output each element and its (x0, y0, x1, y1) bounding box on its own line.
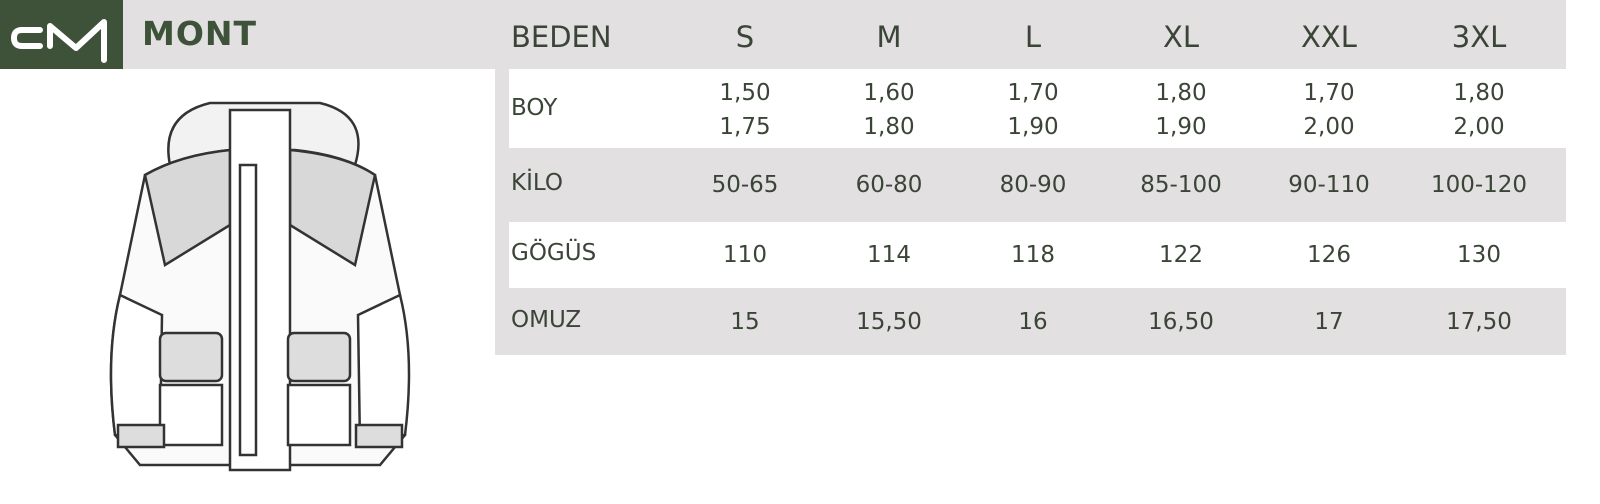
table-cell: 1,80 2,00 (1453, 80, 1505, 140)
table-cell: 118 (1011, 242, 1055, 268)
cm-logo-icon (10, 19, 107, 63)
table-cell: 50-65 (711, 172, 779, 198)
size-l: L (1024, 20, 1042, 54)
table-cell: 85-100 (1140, 172, 1222, 198)
table-cell: 1,70 2,00 (1303, 80, 1355, 140)
table-cell: 1,70 1,90 (1007, 80, 1059, 140)
size-xl: XL (1162, 20, 1200, 54)
table-cell: 16 (1018, 308, 1048, 335)
row-label: BOY (511, 95, 558, 121)
table-cell: 17 (1314, 308, 1344, 335)
table-row: GÖGÜS 110 114 118 122 126 130 (509, 222, 1566, 288)
table-cell: 16,50 (1148, 308, 1214, 335)
table-cell: 90-110 (1288, 172, 1370, 198)
row-label: OMUZ (511, 306, 582, 333)
size-3xl: 3XL (1451, 20, 1507, 54)
brand-logo (0, 0, 123, 69)
table-row: BOY 1,50 1,75 1,60 1,80 1,70 1,90 1,80 1,90 1… (509, 72, 1566, 148)
header-beden: BEDEN (511, 20, 612, 54)
table-cell: 130 (1457, 242, 1501, 268)
header-band (0, 0, 1566, 69)
size-m: M (876, 20, 902, 54)
table-cell: 17,50 (1446, 308, 1512, 335)
row-label: KİLO (511, 170, 563, 196)
table-cell: 1,80 1,90 (1155, 80, 1207, 140)
table-cell: 1,50 1,75 (719, 80, 771, 140)
size-xxl: XXL (1301, 20, 1357, 54)
table-header-row: BEDEN S M L XL XXL 3XL (495, 0, 1566, 69)
table-row: KİLO 50-65 60-80 80-90 85-100 90-110 100-120 (509, 148, 1566, 222)
row-label: GÖGÜS (511, 240, 597, 266)
table-cell: 80-90 (999, 172, 1067, 198)
table-left-strip (495, 69, 509, 355)
size-s: S (735, 20, 755, 54)
table-cell: 122 (1159, 242, 1203, 268)
table-cell: 126 (1307, 242, 1351, 268)
table-cell: 110 (723, 242, 767, 268)
table-cell: 1,60 1,80 (863, 80, 915, 140)
table-cell: 15 (730, 308, 760, 335)
table-row: OMUZ 15 15,50 16 16,50 17 17,50 (509, 288, 1566, 355)
table-cell: 100-120 (1430, 172, 1528, 198)
product-title: MONT (142, 14, 258, 53)
jacket-illustration (109, 101, 411, 472)
table-cell: 60-80 (855, 172, 923, 198)
table-cell: 114 (867, 242, 911, 268)
table-cell: 15,50 (856, 308, 922, 335)
